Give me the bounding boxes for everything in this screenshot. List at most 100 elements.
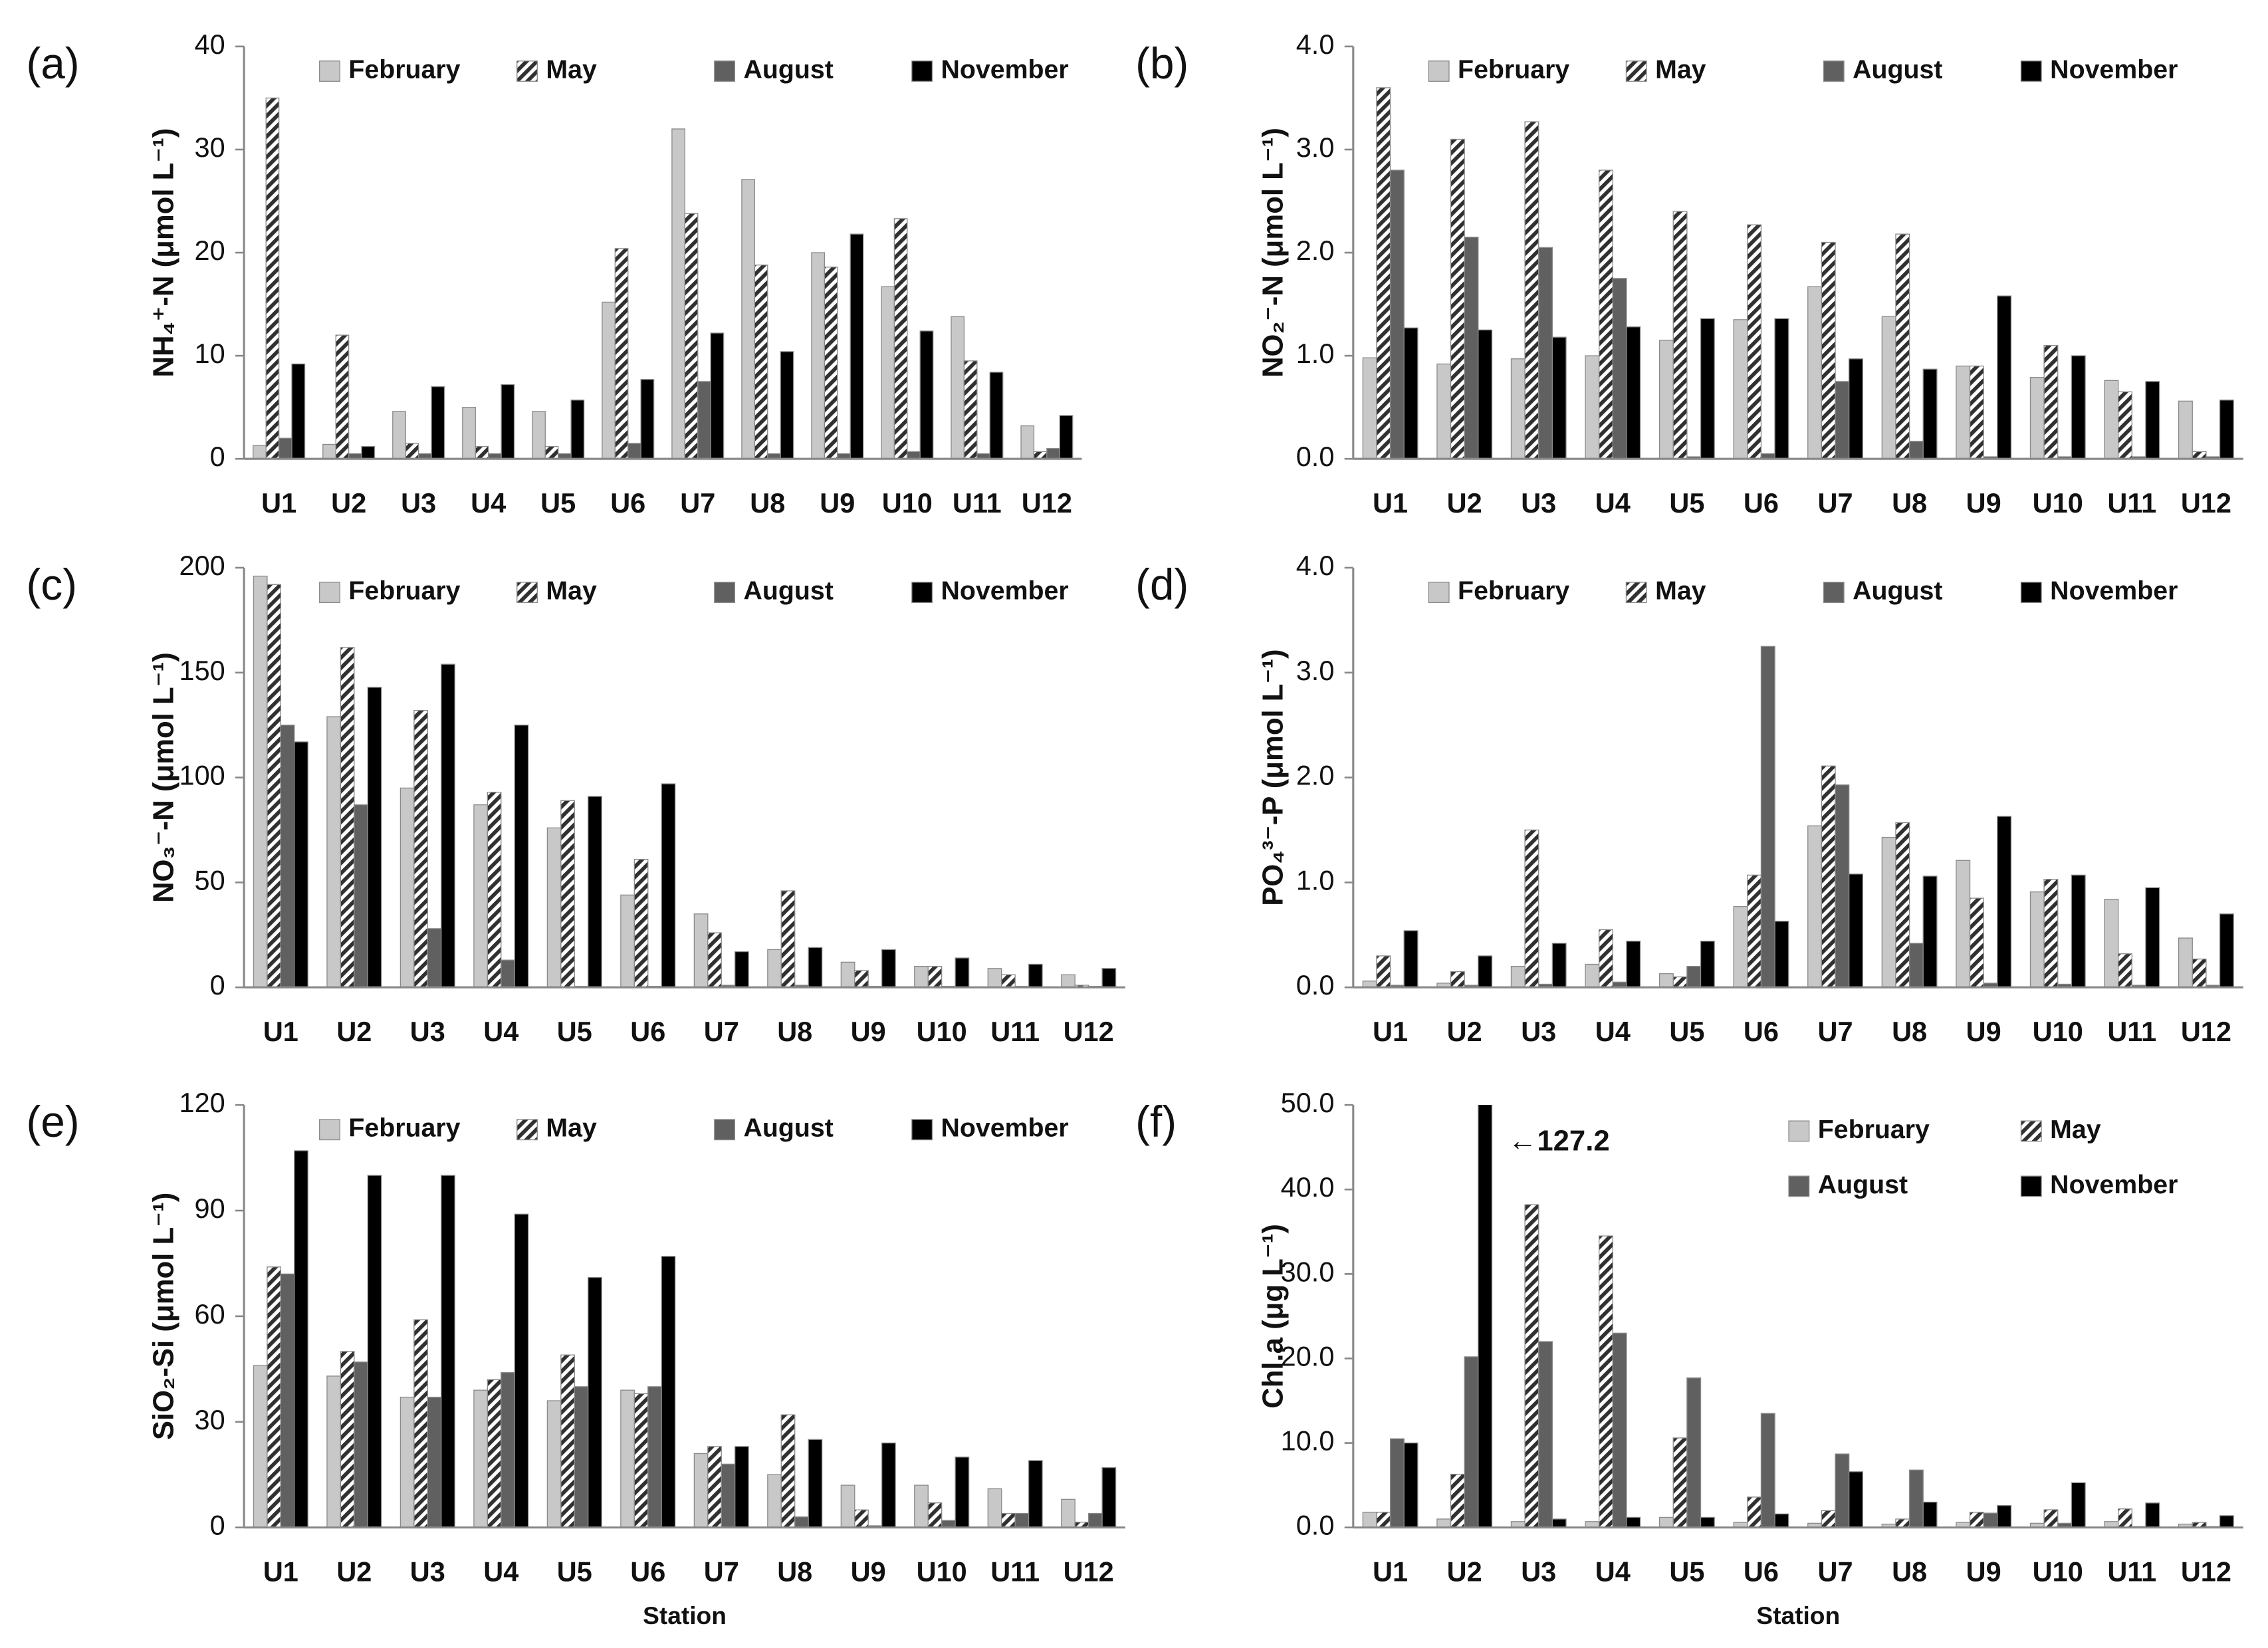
bar bbox=[927, 1502, 943, 1528]
bar bbox=[588, 796, 602, 988]
bar bbox=[462, 406, 476, 459]
x-tick-label: U9 bbox=[820, 487, 855, 519]
legend-label: May bbox=[546, 55, 597, 84]
bar bbox=[1821, 1510, 1836, 1528]
bar bbox=[1599, 170, 1613, 459]
y-axis-title: NO₂⁻-N (μmol L⁻¹) bbox=[1256, 128, 1289, 378]
panel: (c) NO₃⁻-N (μmol L⁻¹) 0 50 100 150 200 U1 U2 U3 U4… bbox=[27, 550, 1125, 1047]
bar bbox=[840, 1484, 855, 1528]
legend-label: November bbox=[2050, 576, 2178, 606]
x-tick-label: U11 bbox=[2107, 487, 2156, 519]
panel: (a) NH₄⁺-N (μmol L⁻¹) 0 10 20 30 40 U1 U2 U3 U4 U5 U… bbox=[27, 29, 1082, 519]
bar bbox=[780, 351, 794, 459]
legend-swatch bbox=[1788, 1120, 1810, 1142]
x-tick-label: U5 bbox=[540, 487, 576, 519]
bar bbox=[633, 1393, 649, 1528]
bar bbox=[1551, 336, 1567, 459]
y-tick-label: 0 bbox=[210, 1510, 225, 1541]
bar bbox=[1478, 955, 1493, 988]
y-tick-label: 90 bbox=[195, 1193, 225, 1224]
x-tick-label: U2 bbox=[336, 1556, 372, 1588]
bar bbox=[1551, 943, 1567, 988]
y-tick-label: 30 bbox=[195, 1404, 225, 1435]
bar bbox=[671, 128, 685, 459]
x-tick-label: U8 bbox=[777, 1556, 812, 1588]
bar bbox=[1849, 874, 1863, 988]
bar bbox=[326, 1375, 342, 1528]
bar bbox=[291, 363, 306, 459]
bar bbox=[427, 928, 442, 988]
legend-swatch bbox=[714, 1119, 736, 1141]
bar bbox=[1362, 1512, 1377, 1528]
y-tick-label: 10 bbox=[195, 338, 225, 369]
x-tick-label: U9 bbox=[851, 1016, 886, 1047]
legend-label: May bbox=[1655, 55, 1706, 84]
legend-swatch bbox=[2020, 1175, 2042, 1197]
panel-label: (f) bbox=[1135, 1098, 1177, 1146]
bar bbox=[1997, 295, 2012, 459]
bar bbox=[1733, 906, 1748, 988]
panel: (f) Chl.a (μg L⁻¹) 0.0 10.0 20.0 30.0 40.0 50.0… bbox=[1135, 1087, 2243, 1629]
bar bbox=[1835, 1453, 1850, 1528]
bar bbox=[1376, 87, 1391, 459]
legend-swatch bbox=[2020, 60, 2042, 82]
bar bbox=[1956, 365, 1971, 459]
legend-label: August bbox=[1853, 576, 1942, 606]
bar bbox=[1807, 825, 1823, 988]
bar bbox=[1087, 1512, 1103, 1528]
bar bbox=[532, 411, 546, 459]
bar bbox=[487, 792, 502, 988]
y-tick-label: 200 bbox=[179, 550, 225, 581]
bar bbox=[361, 445, 376, 459]
legend-swatch bbox=[2020, 1120, 2042, 1142]
bar bbox=[1700, 318, 1715, 459]
bar bbox=[794, 1516, 809, 1528]
bar bbox=[2043, 344, 2059, 459]
x-tick-label: U7 bbox=[1818, 487, 1853, 519]
x-tick-label: U3 bbox=[410, 1016, 445, 1047]
bar bbox=[1774, 921, 1789, 988]
bar bbox=[707, 932, 722, 988]
x-tick-label: U3 bbox=[401, 487, 436, 519]
x-tick-label: U11 bbox=[990, 1556, 1040, 1588]
bar bbox=[1510, 965, 1526, 988]
bar bbox=[335, 334, 350, 459]
bar bbox=[1538, 1341, 1553, 1528]
x-tick-label: U12 bbox=[2181, 487, 2231, 519]
bar bbox=[647, 1386, 662, 1528]
bar bbox=[1658, 340, 1674, 459]
bar bbox=[574, 1386, 589, 1528]
y-tick-label: 4.0 bbox=[1296, 550, 1335, 581]
y-tick-label: 120 bbox=[179, 1087, 225, 1118]
x-tick-label: U6 bbox=[1744, 1556, 1779, 1588]
legend-label: May bbox=[546, 576, 597, 606]
bar bbox=[941, 1520, 956, 1528]
x-tick-label: U9 bbox=[1966, 1556, 2001, 1588]
y-tick-label: 1.0 bbox=[1296, 864, 1335, 895]
x-tick-label: U1 bbox=[261, 487, 296, 519]
bar bbox=[431, 386, 445, 459]
x-tick-label: U8 bbox=[750, 487, 785, 519]
panel-label: (a) bbox=[27, 39, 80, 88]
bar bbox=[2043, 879, 2059, 988]
panel: (e) SiO₂-Si (μmol L⁻¹) 0 30 60 90 120 U1 U2 U3 U4 U… bbox=[27, 1087, 1125, 1629]
bar bbox=[1821, 765, 1836, 988]
bar bbox=[1747, 1496, 1762, 1528]
bar bbox=[1033, 451, 1048, 459]
bar bbox=[735, 1446, 749, 1528]
bar bbox=[854, 970, 869, 988]
bar bbox=[265, 97, 280, 459]
legend-swatch bbox=[516, 582, 538, 604]
y-tick-label: 150 bbox=[179, 655, 225, 686]
bar bbox=[614, 248, 629, 459]
bar bbox=[2178, 400, 2193, 459]
bar bbox=[881, 286, 895, 459]
bar bbox=[955, 957, 970, 988]
bar bbox=[1403, 1442, 1418, 1528]
x-tick-label: U4 bbox=[483, 1016, 518, 1047]
bar bbox=[1908, 441, 1924, 459]
bar bbox=[1835, 784, 1850, 988]
bar bbox=[280, 725, 295, 988]
